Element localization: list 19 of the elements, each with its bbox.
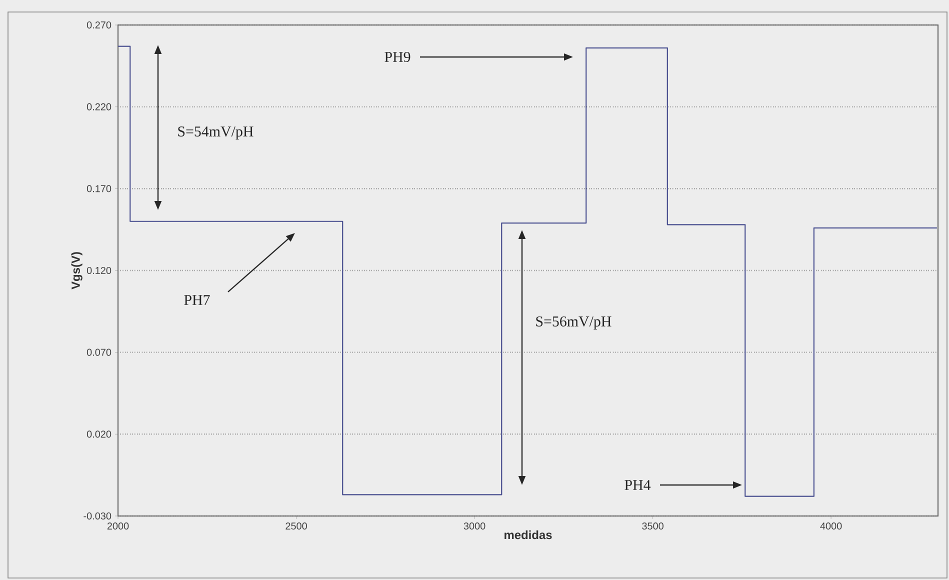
annotation: S=56mV/pH: [536, 316, 612, 330]
y-tick-label: 0.070: [86, 348, 112, 356]
y-tick-label: 0.020: [86, 430, 112, 438]
y-tick-label: 0.120: [86, 266, 112, 274]
annotation: PH4: [624, 480, 651, 490]
x-tick-label: 2500: [286, 522, 307, 530]
y-tick-label: 0.170: [86, 185, 112, 192]
annotation: S=54mV/pH: [178, 126, 254, 140]
x-tick-label: 3500: [642, 522, 664, 530]
x-tick-label: 4000: [820, 522, 842, 530]
annotation: PH9: [384, 52, 410, 62]
x-tick-label: 2000: [107, 522, 129, 530]
annotation: PH7: [184, 295, 210, 305]
y-axis-title: Vgs(V): [71, 252, 82, 290]
x-tick-label: 3000: [464, 522, 486, 530]
y-tick-label: -0.030: [84, 512, 112, 520]
y-tick-label: 0.220: [86, 103, 112, 110]
y-tick-label: 0.270: [86, 21, 112, 29]
x-axis-title: medidas: [504, 530, 552, 540]
